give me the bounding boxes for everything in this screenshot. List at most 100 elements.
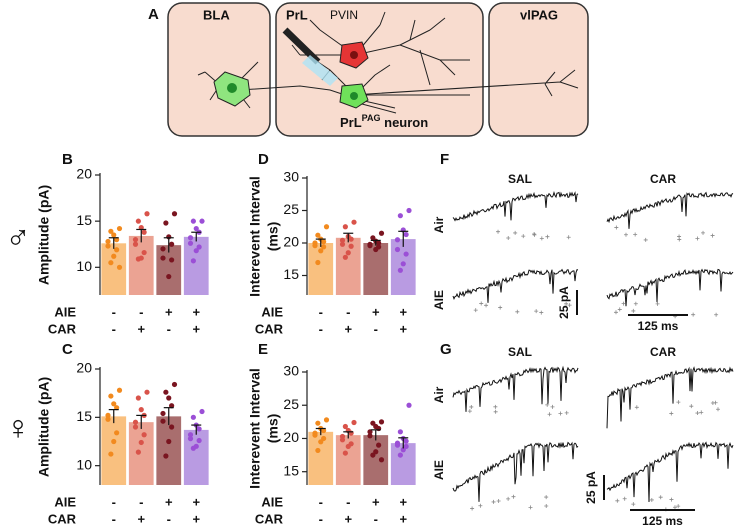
condition-sign: - — [319, 321, 323, 336]
light-cone — [302, 55, 338, 86]
condition-sign: + — [372, 304, 380, 319]
current-trace — [452, 365, 579, 412]
event-marker — [493, 409, 498, 414]
bar — [183, 236, 209, 295]
data-point — [406, 402, 412, 408]
data-point — [141, 229, 147, 235]
event-marker — [617, 307, 622, 312]
data-point — [345, 250, 351, 256]
current-trace — [606, 366, 734, 429]
data-point — [116, 264, 123, 270]
data-point — [114, 247, 120, 253]
condition-sign: + — [137, 321, 145, 336]
data-point — [196, 244, 202, 250]
data-point — [342, 224, 348, 230]
event-marker — [614, 225, 619, 230]
event-marker — [532, 232, 537, 237]
data-point — [114, 430, 120, 436]
event-marker — [544, 504, 549, 509]
current-trace — [452, 441, 579, 502]
condition-sign: + — [192, 321, 200, 336]
data-point — [160, 418, 166, 424]
data-point — [345, 443, 351, 450]
condition-sign: + — [399, 304, 407, 319]
event-marker — [613, 310, 618, 315]
panel-letter: G — [440, 341, 452, 358]
data-point — [397, 267, 403, 273]
data-point — [403, 438, 409, 444]
data-point — [342, 450, 348, 456]
panel-a: A BLA PrL vlPAG PVIN PrLPAG neuron — [148, 2, 589, 137]
neuron-sup: PAG — [362, 113, 381, 123]
condition-name: CAR — [48, 321, 77, 336]
event-marker — [691, 312, 696, 317]
scale-label-x: 125 ms — [638, 319, 679, 333]
data-point — [193, 225, 199, 232]
data-point — [367, 433, 373, 439]
data-point — [166, 395, 172, 401]
event-marker — [633, 232, 638, 237]
condition-sign: + — [165, 494, 173, 509]
event-marker — [564, 301, 569, 306]
event-marker — [615, 498, 620, 503]
y-axis-label: Interevent Interval — [247, 176, 263, 297]
data-point — [111, 253, 117, 259]
data-point — [105, 243, 111, 249]
sex-symbol: ♂ — [5, 219, 31, 257]
event-marker — [655, 301, 660, 306]
event-marker — [521, 234, 526, 239]
bar — [390, 239, 416, 295]
data-point — [135, 395, 141, 401]
event-marker — [534, 309, 539, 314]
condition-name: AIE — [54, 494, 76, 509]
data-point — [321, 427, 327, 434]
condition-sign: - — [319, 494, 323, 509]
data-point — [367, 243, 373, 249]
region-box — [488, 2, 589, 137]
data-point — [108, 451, 114, 457]
neurons — [197, 11, 579, 114]
condition-name: CAR — [48, 511, 77, 526]
event-marker — [539, 236, 544, 241]
event-marker — [643, 237, 648, 242]
bar — [156, 245, 182, 295]
bar — [335, 435, 361, 485]
condition-sign: - — [319, 304, 323, 319]
nucleus — [350, 51, 358, 59]
data-point — [144, 211, 150, 217]
region-label: PrL — [286, 7, 308, 22]
data-point — [160, 246, 166, 252]
data-point — [116, 387, 123, 393]
data-point — [403, 251, 409, 257]
event-marker — [513, 230, 518, 235]
data-point — [132, 419, 139, 425]
neuron-suffix: neuron — [381, 115, 429, 130]
neuron-name: PrL — [340, 115, 362, 130]
condition-sign: + — [372, 494, 380, 509]
data-point — [141, 432, 147, 438]
y-tick-label: 15 — [76, 212, 92, 228]
data-point — [111, 232, 117, 238]
data-point — [116, 225, 123, 232]
data-point — [318, 248, 324, 254]
event-marker — [689, 404, 694, 409]
data-point — [187, 235, 194, 241]
event-marker — [622, 496, 627, 501]
condition-sign: + — [192, 494, 200, 509]
data-point — [187, 432, 194, 438]
event-marker — [467, 409, 472, 414]
condition-name: CAR — [255, 321, 284, 336]
event-marker — [528, 505, 533, 510]
data-point — [166, 438, 172, 445]
data-point — [378, 457, 385, 463]
column-label: CAR — [650, 345, 676, 359]
data-point — [348, 236, 354, 242]
column-label: SAL — [508, 345, 532, 359]
condition-name: AIE — [54, 304, 76, 319]
event-marker — [498, 305, 503, 310]
event-marker — [506, 235, 511, 240]
data-point — [196, 426, 202, 432]
bar — [128, 422, 154, 485]
y-axis-label: (ms) — [265, 414, 281, 444]
